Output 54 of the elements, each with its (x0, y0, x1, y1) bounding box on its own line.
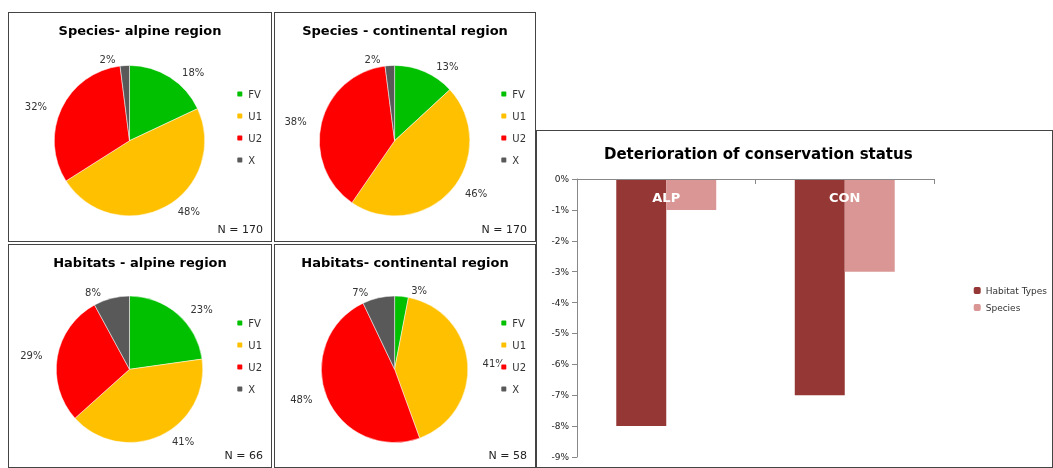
data-label: 46% (465, 188, 488, 200)
data-label: 48% (290, 394, 313, 406)
data-label: 41% (171, 435, 195, 447)
legend-label: U1 (248, 339, 263, 351)
y-tick-label: -3% (551, 266, 570, 277)
chart-title: Habitats- continental region (301, 255, 509, 270)
chart-title: Deterioration of conservation status (603, 144, 913, 163)
legend-label: U2 (512, 132, 527, 144)
y-tick-label: -8% (551, 421, 570, 432)
text: N = 66 (224, 449, 263, 462)
text: N = 170 (481, 223, 527, 236)
chart-title: Habitats - alpine region (53, 255, 227, 270)
data-label: 2% (99, 54, 116, 66)
y-tick-label: -5% (551, 328, 570, 339)
legend-label: FV (512, 317, 526, 329)
y-tick-label: -2% (551, 235, 570, 246)
legend-label: U2 (248, 361, 263, 373)
data-label: 38% (284, 116, 307, 128)
legend-label: FV (248, 88, 262, 100)
legend-label: U1 (248, 110, 263, 122)
data-label: 18% (182, 66, 205, 78)
x-tick-label: CON (829, 190, 861, 205)
y-tick-label: -6% (551, 359, 570, 370)
legend-label: U1 (512, 339, 527, 351)
data-label: 8% (85, 287, 101, 298)
data-label: 29% (20, 350, 43, 362)
data-label: 32% (24, 100, 48, 112)
y-tick-label: -1% (551, 204, 570, 215)
legend-label: Species (985, 302, 1021, 313)
data-label: 48% (177, 206, 200, 218)
legend-label: U1 (512, 110, 527, 122)
legend-label: FV (248, 317, 262, 329)
data-label: 7% (352, 286, 369, 298)
legend-label: FV (512, 88, 526, 100)
legend-label: X (512, 154, 520, 166)
legend-label: X (512, 383, 520, 395)
y-tick-label: -4% (551, 297, 570, 308)
chart-title: Species- alpine region (58, 23, 222, 38)
legend-label: X (248, 154, 256, 166)
text: N = 170 (217, 223, 263, 236)
data-label: 23% (190, 303, 213, 315)
y-tick-label: 0% (554, 174, 570, 184)
legend-label: Habitat Types (985, 285, 1048, 296)
legend-label: U2 (248, 132, 263, 144)
text: N = 58 (488, 449, 527, 462)
data-label: 13% (436, 60, 459, 72)
x-tick-label: ALP (652, 190, 681, 205)
data-label: 2% (364, 54, 381, 66)
legend-label: X (248, 383, 256, 395)
data-label: 3% (411, 284, 428, 296)
y-tick-label: -9% (551, 452, 570, 462)
chart-title: Species - continental region (302, 23, 508, 38)
y-tick-label: -7% (551, 390, 570, 401)
legend-label: U2 (512, 361, 527, 373)
